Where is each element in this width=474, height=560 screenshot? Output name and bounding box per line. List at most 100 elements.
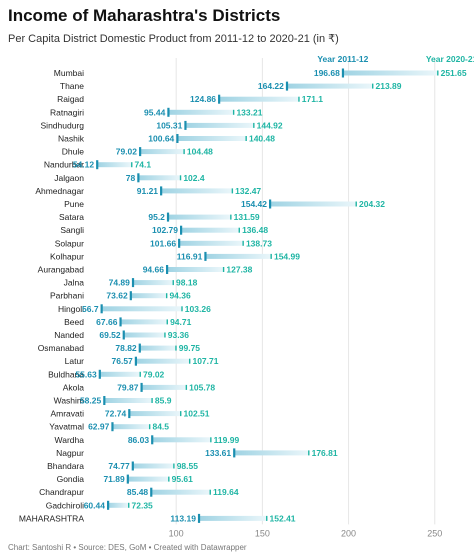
start-marker [178,238,181,248]
end-value-label: 204.32 [359,199,385,209]
start-value-label: 124.86 [190,94,216,104]
end-marker [188,358,191,364]
start-value-label: 94.66 [143,265,165,275]
start-marker [111,422,114,432]
end-marker [151,398,153,403]
end-marker [173,463,175,469]
end-marker [372,83,374,89]
end-marker [222,267,225,272]
start-marker [166,212,170,222]
category-label: Washim [54,396,84,406]
start-value-label: 78 [126,173,136,183]
end-marker [164,332,166,338]
start-marker [128,409,131,419]
end-marker [165,293,168,299]
range-bar [135,358,190,364]
start-value-label: 55.63 [75,369,97,379]
end-marker [209,489,211,495]
end-value-label: 119.64 [213,487,239,497]
end-value-label: 144.92 [257,120,283,130]
end-marker [181,306,183,312]
start-marker [119,317,122,327]
start-value-label: 67.66 [96,317,118,327]
end-marker [355,201,357,207]
range-bar [101,306,182,312]
start-marker [131,461,134,471]
end-value-label: 102.51 [184,409,210,419]
end-marker [253,122,255,128]
start-marker [100,304,103,314]
start-value-label: 62.97 [88,422,110,432]
start-marker [137,173,140,183]
category-label: Bhandara [47,461,84,471]
end-marker [166,319,168,325]
start-value-label: 95.44 [144,107,166,117]
range-bar [151,489,211,495]
start-value-label: 95.2 [148,212,165,222]
range-bar [161,188,233,194]
category-label: Parbhani [50,291,84,301]
category-label: Thane [60,81,84,91]
start-value-label: 91.21 [137,186,159,196]
start-value-label: 74.89 [109,278,131,288]
start-value-label: 72.74 [105,409,127,419]
start-marker [131,278,135,288]
end-marker [245,136,247,141]
start-marker [160,186,163,196]
end-value-label: 79.02 [143,369,165,379]
category-label: Solapur [55,238,84,248]
end-value-label: 133.21 [236,107,262,117]
range-bar [120,319,168,325]
start-value-label: 78.82 [115,343,137,353]
range-bar [177,136,246,141]
range-bar [138,175,181,181]
end-value-label: 119.99 [214,435,240,445]
end-value-label: 94.36 [169,291,191,301]
end-marker [175,345,177,351]
end-value-label: 171.1 [302,94,324,104]
range-bar [270,201,357,207]
start-marker [167,107,170,117]
chart-subtitle: Per Capita District Domestic Product fro… [8,33,339,45]
range-bar [130,293,167,299]
end-value-label: 104.48 [187,147,213,157]
end-value-label: 94.71 [170,317,192,327]
range-bar [342,70,438,76]
range-bar [185,122,254,128]
end-value-label: 99.75 [179,343,201,353]
end-value-label: 98.18 [176,278,198,288]
range-bar [234,450,309,456]
start-marker [197,513,201,523]
end-value-label: 152.41 [270,513,296,523]
range-bar [112,424,150,430]
end-value-label: 85.9 [155,396,172,406]
category-label: Beed [64,317,84,327]
range-bar [166,267,224,272]
end-value-label: 213.89 [376,81,402,91]
range-bar [97,162,132,168]
category-label: Nandurbar [44,160,84,170]
category-label: Aurangabad [38,265,85,275]
category-label: Kolhapur [50,251,84,261]
range-bar [179,240,243,246]
range-bar [104,398,152,403]
start-value-label: 86.03 [128,435,150,445]
end-marker [185,384,188,390]
range-bar [205,253,271,259]
start-marker [151,435,154,445]
end-value-label: 74.1 [135,160,152,170]
end-value-label: 95.61 [172,474,194,484]
range-bar [180,227,240,233]
start-marker [233,448,236,458]
start-value-label: 105.31 [156,120,182,130]
category-label: Ahmednagar [35,186,84,196]
end-marker [231,188,234,194]
start-marker [150,487,153,497]
start-value-label: 100.64 [148,134,174,144]
start-marker [138,343,141,353]
start-value-label: 154.42 [241,199,267,209]
category-label: Sangli [60,225,84,235]
end-marker [139,371,141,377]
range-bar [132,463,174,469]
end-marker [266,515,268,521]
